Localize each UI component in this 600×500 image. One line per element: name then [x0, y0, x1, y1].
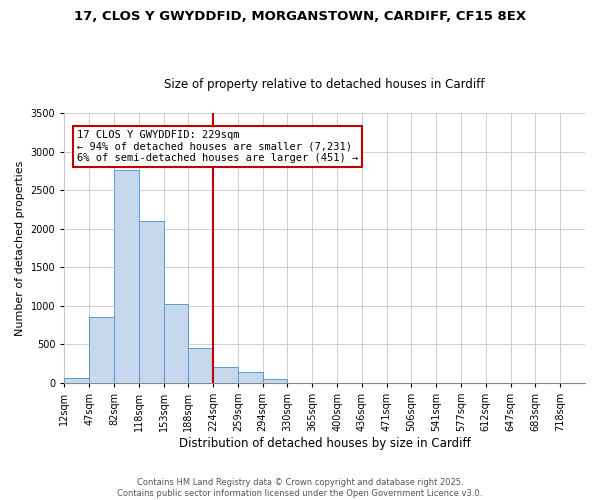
- Bar: [114, 170, 139, 383]
- Y-axis label: Number of detached properties: Number of detached properties: [15, 160, 25, 336]
- Bar: [188, 348, 213, 383]
- Bar: [263, 378, 287, 383]
- Bar: [64, 378, 89, 383]
- Bar: [164, 304, 188, 383]
- Bar: [213, 368, 238, 383]
- Text: Contains HM Land Registry data © Crown copyright and database right 2025.
Contai: Contains HM Land Registry data © Crown c…: [118, 478, 482, 498]
- Bar: [139, 221, 164, 383]
- Title: Size of property relative to detached houses in Cardiff: Size of property relative to detached ho…: [164, 78, 485, 91]
- Text: 17 CLOS Y GWYDDFID: 229sqm
← 94% of detached houses are smaller (7,231)
6% of se: 17 CLOS Y GWYDDFID: 229sqm ← 94% of deta…: [77, 130, 358, 163]
- X-axis label: Distribution of detached houses by size in Cardiff: Distribution of detached houses by size …: [179, 437, 470, 450]
- Bar: [238, 372, 263, 383]
- Text: 17, CLOS Y GWYDDFID, MORGANSTOWN, CARDIFF, CF15 8EX: 17, CLOS Y GWYDDFID, MORGANSTOWN, CARDIF…: [74, 10, 526, 23]
- Bar: [89, 318, 114, 383]
